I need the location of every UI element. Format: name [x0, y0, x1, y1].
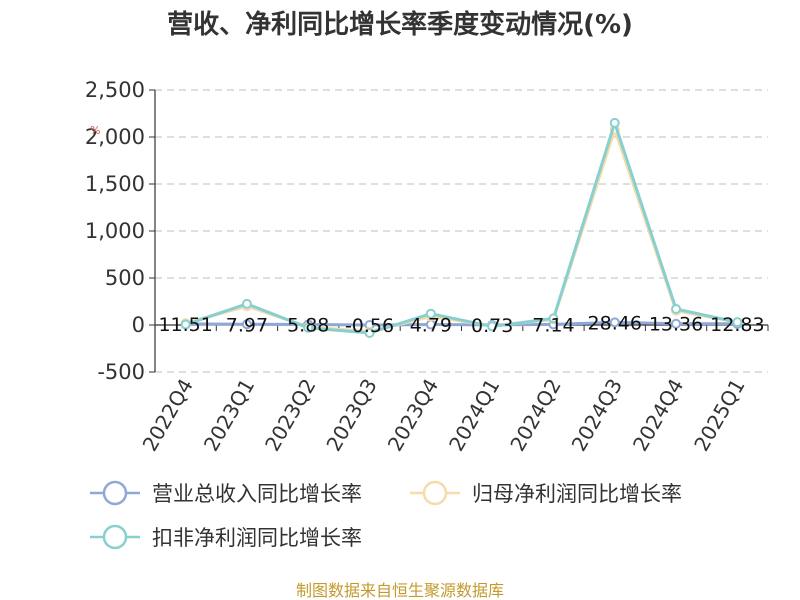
gridlines	[155, 89, 768, 373]
x-tick-label: 2023Q3	[321, 375, 381, 456]
x-tick-label: 2024Q4	[628, 375, 688, 456]
series-line	[185, 320, 738, 327]
data-point	[241, 298, 252, 309]
legend-item: 归母净利润同比增长率	[410, 480, 682, 506]
y-axis-ticks: -500 0 500 1,000 1,500 2,000 2,500	[85, 78, 155, 384]
y-tick-label: 1,500	[85, 172, 145, 196]
data-label: -0.56	[345, 315, 394, 337]
legend-item: 扣非净利润同比增长率	[90, 524, 362, 550]
x-tick-label: 2023Q2	[260, 375, 320, 456]
data-label: 28.46	[588, 312, 642, 334]
data-point	[671, 304, 682, 315]
y-tick-label: 0	[132, 313, 145, 337]
chart-title: 营收、净利同比增长率季度变动情况(%)	[167, 9, 633, 40]
y-tick-label: 1,000	[85, 219, 145, 243]
y-tick-label: 500	[105, 266, 145, 290]
x-tick-label: 2023Q4	[383, 374, 443, 455]
data-point	[425, 308, 436, 319]
legend-label: 归母净利润同比增长率	[472, 482, 682, 506]
data-point	[364, 327, 375, 338]
data-label: 13.36	[649, 314, 703, 336]
x-tick-label: 2025Q1	[689, 375, 749, 456]
x-tick-label: 2022Q4	[138, 375, 198, 456]
y-tick-label: -500	[97, 360, 145, 384]
data-label: 0.73	[471, 315, 513, 337]
data-label: 12.83	[710, 314, 764, 336]
y-tick-label: 2,000	[85, 125, 145, 149]
legend-label: 扣非净利润同比增长率	[152, 526, 362, 550]
x-axis-ticks: 2022Q4 2023Q1 2023Q2 2023Q3 2023Q4 2024Q1 2024…	[138, 325, 769, 456]
legend-label: 营业总收入同比增长率	[152, 482, 362, 506]
data-label: 5.88	[287, 314, 329, 336]
x-tick-label: 2023Q1	[199, 375, 259, 456]
data-labels: 11.51 7.97 5.88 -0.56 4.79 0.73 7.14 28.46 13.36…	[158, 312, 764, 337]
x-tick-label: 2024Q3	[567, 375, 627, 456]
legend-marker	[102, 524, 128, 550]
data-point	[180, 319, 191, 330]
data-label: 11.51	[158, 314, 212, 336]
data-point	[548, 313, 559, 324]
data-point	[487, 321, 498, 332]
x-tick-label: 2024Q2	[505, 375, 565, 456]
data-label: 7.14	[532, 314, 574, 336]
data-label: 4.79	[410, 315, 452, 337]
data-label: 7.97	[226, 314, 268, 336]
legend-marker	[422, 480, 448, 506]
data-point	[609, 117, 620, 128]
source-note: 制图数据来自恒生聚源数据库	[296, 581, 504, 600]
series-line	[185, 121, 738, 335]
x-tick-label: 2024Q1	[444, 375, 504, 456]
y-tick-label: 2,500	[85, 78, 145, 102]
unit-label: %	[90, 124, 100, 137]
data-point	[609, 317, 620, 328]
series-lines	[180, 117, 743, 338]
data-point	[732, 317, 743, 328]
legend-item: 营业总收入同比增长率	[90, 480, 362, 506]
data-point	[671, 318, 682, 329]
data-point	[303, 322, 314, 333]
legend-marker	[102, 480, 128, 506]
data-point	[241, 319, 252, 330]
